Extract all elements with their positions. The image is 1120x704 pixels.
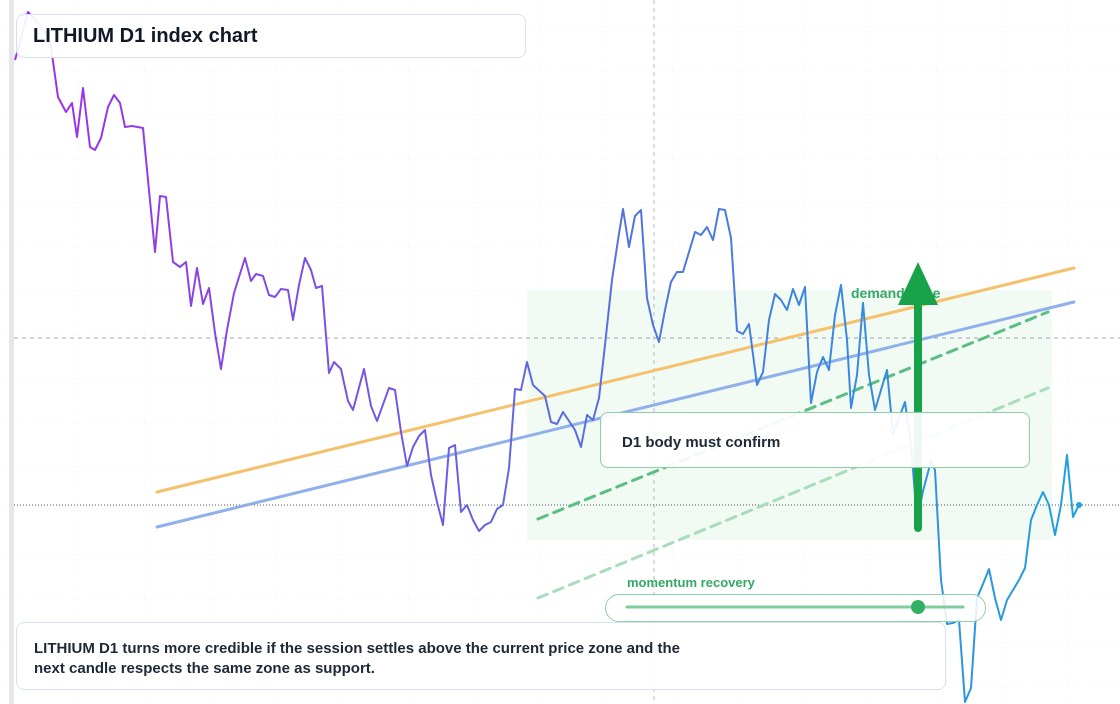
note-box: LITHIUM D1 turns more credible if the se… [16, 622, 946, 690]
callout-text: D1 body must confirm [622, 434, 781, 451]
left-edge [9, 0, 14, 704]
chart-title: LITHIUM D1 index chart [33, 25, 258, 47]
last-point [1076, 502, 1082, 508]
note-text: LITHIUM D1 turns more credible if the se… [34, 640, 680, 677]
momentum-box [605, 594, 986, 622]
arrow-head [898, 262, 938, 305]
callout-box: D1 body must confirm [600, 412, 1030, 468]
title-box: LITHIUM D1 index chart [16, 14, 526, 58]
